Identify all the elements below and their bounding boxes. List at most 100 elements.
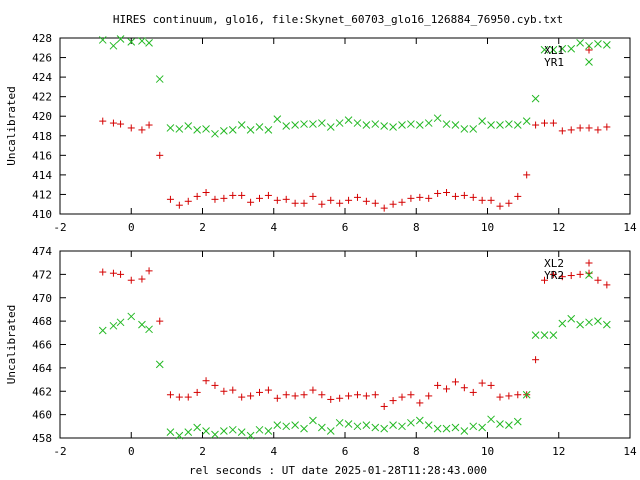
x-tick-label: 0 <box>128 221 135 234</box>
data-point <box>576 320 584 329</box>
y-axis-label: Uncalibrated <box>5 86 18 165</box>
data-point <box>184 197 192 205</box>
data-point <box>109 321 118 330</box>
data-point <box>567 126 575 134</box>
data-point <box>220 127 228 135</box>
data-point <box>282 422 291 431</box>
data-point <box>155 75 164 83</box>
data-point <box>496 393 504 401</box>
data-point <box>602 320 611 329</box>
data-point <box>220 427 228 435</box>
data-point <box>264 386 272 394</box>
data-point <box>594 40 602 48</box>
data-point <box>478 423 487 432</box>
data-point <box>407 120 415 128</box>
data-point <box>443 188 451 196</box>
data-point <box>109 269 117 277</box>
data-point <box>202 125 210 133</box>
data-point <box>496 202 504 210</box>
data-point <box>247 392 255 400</box>
data-point <box>353 119 362 127</box>
x-tick-label: 12 <box>552 221 565 234</box>
data-point <box>202 427 210 435</box>
y-tick-label: 412 <box>32 188 52 201</box>
data-point <box>469 422 478 431</box>
data-point <box>380 424 389 433</box>
data-point <box>425 194 433 202</box>
data-point <box>273 196 281 204</box>
data-point <box>398 422 406 431</box>
data-point <box>496 420 504 428</box>
y-axis-label: Uncalibrated <box>5 305 18 384</box>
data-point <box>256 194 263 202</box>
data-point <box>273 394 281 402</box>
data-point <box>558 127 566 135</box>
data-point <box>469 388 477 396</box>
series-YR2 <box>98 312 611 440</box>
data-point <box>487 415 495 424</box>
data-point <box>451 423 460 432</box>
data-point <box>353 193 361 201</box>
data-point <box>407 391 415 399</box>
data-point <box>138 37 146 45</box>
data-point <box>116 35 125 43</box>
data-point <box>309 120 317 128</box>
data-point <box>282 195 290 203</box>
data-point <box>300 424 308 433</box>
y-tick-label: 424 <box>32 71 52 84</box>
x-axis-label: rel seconds : UT date 2025-01-28T11:28:4… <box>189 464 487 477</box>
data-point <box>326 427 335 435</box>
data-point <box>558 44 567 53</box>
data-point <box>247 198 255 206</box>
y-tick-label: 422 <box>32 91 52 104</box>
data-point <box>335 119 344 127</box>
data-point <box>415 416 424 425</box>
data-point <box>407 418 415 427</box>
data-point <box>145 121 153 129</box>
data-point <box>317 119 326 127</box>
data-point <box>602 40 611 49</box>
data-point <box>513 121 522 129</box>
data-point <box>425 392 433 400</box>
data-point <box>549 331 558 340</box>
legend-marker <box>585 46 593 54</box>
data-point <box>282 122 291 130</box>
legend-label: YR2 <box>544 269 564 282</box>
data-point <box>318 200 326 208</box>
data-point <box>371 391 379 399</box>
x-tick-label: 4 <box>270 221 277 234</box>
x-tick-label: -2 <box>53 221 66 234</box>
data-point <box>138 126 146 134</box>
data-point <box>487 121 495 129</box>
data-point <box>603 281 611 289</box>
data-point <box>116 318 125 327</box>
data-point <box>576 270 584 278</box>
data-point <box>362 392 370 400</box>
data-point <box>138 320 146 329</box>
data-point <box>145 39 153 47</box>
data-point <box>318 391 326 399</box>
data-point <box>407 194 415 202</box>
data-point <box>166 391 174 399</box>
data-point <box>532 121 540 129</box>
data-point <box>505 392 513 400</box>
data-point <box>264 427 273 435</box>
y-tick-label: 414 <box>32 169 52 182</box>
data-point <box>362 197 370 205</box>
data-point <box>156 151 164 159</box>
data-point <box>540 45 549 54</box>
legend-entry: XL2 <box>544 257 593 270</box>
data-point <box>513 417 522 426</box>
data-point <box>184 122 193 130</box>
data-point <box>549 119 557 127</box>
y-tick-label: 458 <box>32 432 52 445</box>
data-point <box>541 276 548 284</box>
data-point <box>585 41 593 50</box>
data-point <box>531 94 540 103</box>
y-tick-label: 462 <box>32 385 52 398</box>
data-point <box>309 386 317 394</box>
data-point <box>434 189 442 197</box>
